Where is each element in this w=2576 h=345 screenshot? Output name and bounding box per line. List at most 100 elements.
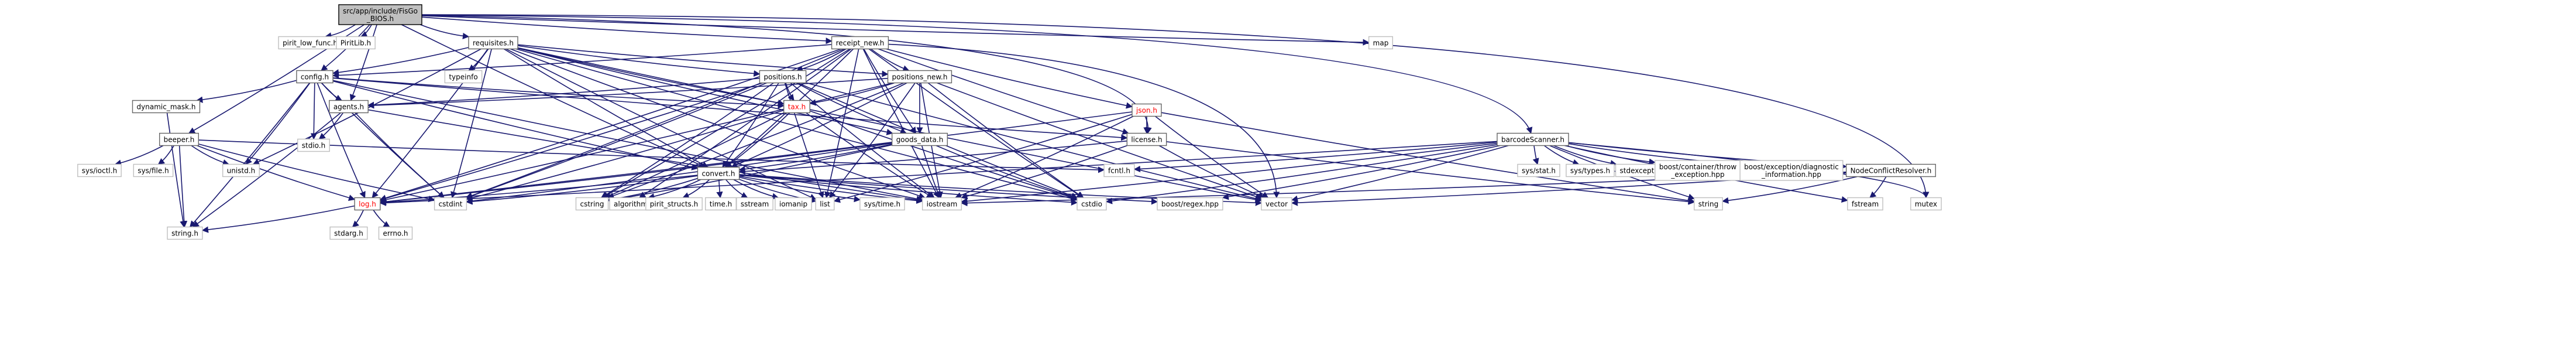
node-tax[interactable]: tax.h — [783, 100, 810, 114]
node-box — [1845, 163, 1937, 177]
node-sys-stat: sys/stat.h — [1517, 163, 1560, 177]
node-box — [354, 197, 381, 211]
edge-convert-to-cstdint — [466, 175, 698, 205]
node-label: beeper.h — [164, 136, 195, 144]
node-barcodescanner[interactable]: barcodeScanner.h — [1497, 132, 1569, 146]
node-convert[interactable]: convert.h — [697, 166, 740, 180]
node-boost-throw: boost/container/throw_exception.hpp — [1655, 160, 1741, 181]
node-box — [921, 197, 962, 211]
node-cstring: cstring — [575, 197, 609, 211]
edge-requisites-to-tax — [517, 47, 785, 107]
edge-beeper-to-string-h — [178, 145, 188, 228]
node-box — [329, 226, 368, 240]
node-box — [329, 100, 369, 114]
edge-positions-to-agents — [367, 77, 760, 108]
node-positions[interactable]: positions.h — [759, 70, 807, 84]
edge-goods-data-to-convert — [738, 144, 892, 173]
edge-positions-to-convert — [722, 83, 779, 168]
edge-positions-new-to-cstdio — [927, 82, 1084, 199]
node-config[interactable]: config.h — [296, 70, 333, 84]
node-mutex: mutex — [1910, 197, 1942, 211]
edge-config-to-convert — [332, 80, 699, 170]
edge-barcodescanner-to-cstdio — [1105, 144, 1498, 204]
edge-json-to-iostream — [954, 115, 1134, 199]
node-box — [167, 226, 203, 240]
node-box — [891, 132, 948, 146]
edge-requisites-to-log — [372, 49, 489, 199]
node-label: _BIOS.h — [366, 15, 394, 23]
node-errno: errno.h — [378, 226, 413, 240]
node-label: unistd.h — [227, 167, 256, 175]
node-label: requisites.h — [473, 39, 514, 47]
node-label: license.h — [1131, 136, 1162, 144]
node-license[interactable]: license.h — [1126, 132, 1167, 146]
node-label: json.h — [1136, 107, 1157, 115]
node-receipt-new[interactable]: receipt_new.h — [831, 36, 889, 50]
node-requisites[interactable]: requisites.h — [468, 36, 518, 50]
node-label: iomanip — [779, 200, 807, 209]
node-box — [697, 166, 740, 180]
node-box — [1739, 160, 1844, 181]
node-sys-file: sys/file.h — [133, 163, 174, 177]
node-nodeconflict[interactable]: NodeConflictResolver.h — [1845, 163, 1937, 177]
edge-positions-to-iostream — [790, 82, 935, 199]
node-box — [1077, 197, 1107, 211]
edge-receipt-new-to-license — [878, 48, 1129, 135]
node-label: string.h — [171, 230, 198, 238]
node-label: sys/time.h — [864, 200, 900, 209]
node-goods-data[interactable]: goods_data.h — [891, 132, 948, 146]
node-box — [297, 138, 330, 152]
node-box — [77, 163, 122, 177]
edge-barcodescanner-to-fcntl — [1133, 141, 1498, 173]
edge-log-to-string-h — [201, 205, 355, 233]
dependency-edges — [114, 14, 1930, 233]
edge-convert-to-algorithm — [648, 179, 701, 200]
node-label: fstream — [1852, 200, 1879, 209]
node-stdexcept: stdexcept — [1615, 163, 1659, 177]
edge-receipt-new-to-positions — [796, 48, 847, 72]
edge-json-to-list — [833, 114, 1133, 203]
node-agents[interactable]: agents.h — [329, 100, 369, 114]
node-pirit-low-func: pirit_low_func.h — [278, 36, 342, 50]
edge-requisites-to-cstdint — [450, 49, 492, 199]
node-json[interactable]: json.h — [1131, 103, 1162, 117]
node-beeper[interactable]: beeper.h — [159, 132, 200, 146]
edge-agents-to-cstdint — [355, 112, 445, 199]
edge-receipt-new-to-json — [886, 48, 1133, 109]
node-cstdio: cstdio — [1077, 197, 1107, 211]
node-label: stdio.h — [302, 142, 325, 150]
node-algorithm: algorithm — [609, 197, 652, 211]
node-label: positions_new.h — [892, 73, 948, 81]
node-unistd: unistd.h — [222, 163, 260, 177]
edge-barcodescanner-to-log — [379, 141, 1498, 206]
edge-json-to-log — [379, 111, 1133, 205]
edge-beeper-to-fcntl — [198, 139, 1105, 173]
node-label: sys/stat.h — [1522, 167, 1556, 175]
edge-root-to-mutex — [421, 14, 1930, 199]
edge-config-to-string-h — [189, 83, 310, 228]
node-root[interactable]: src/app/include/FisGo_BIOS.h — [338, 4, 422, 25]
node-iomanip: iomanip — [775, 197, 812, 211]
edge-goods-data-to-cstdint — [466, 142, 892, 204]
node-dynamic-mask[interactable]: dynamic_mask.h — [132, 100, 201, 114]
node-log[interactable]: log.h — [354, 197, 381, 211]
node-positions-new[interactable]: positions_new.h — [887, 70, 952, 84]
node-label: sstream — [741, 200, 769, 209]
node-box — [759, 70, 807, 84]
edge-convert-to-iomanip — [733, 179, 779, 200]
edge-config-to-agents — [321, 82, 343, 101]
node-label: boost/exception/diagnostic — [1744, 163, 1839, 171]
node-label: PiritLib.h — [341, 39, 371, 47]
node-label: cstring — [580, 200, 604, 209]
node-box — [736, 197, 773, 211]
node-label: typeinfo — [449, 73, 477, 81]
node-label: positions.h — [763, 73, 802, 81]
node-string-h: string.h — [167, 226, 203, 240]
edge-tax-to-cstring — [604, 112, 785, 199]
node-label: time.h — [710, 200, 732, 209]
node-map: map — [1368, 36, 1394, 50]
edge-receipt-new-to-goods-data — [863, 49, 917, 134]
edge-license-to-vector — [1158, 145, 1265, 199]
edge-log-to-errno — [373, 210, 390, 228]
edge-receipt-new-to-iostream — [862, 49, 940, 199]
